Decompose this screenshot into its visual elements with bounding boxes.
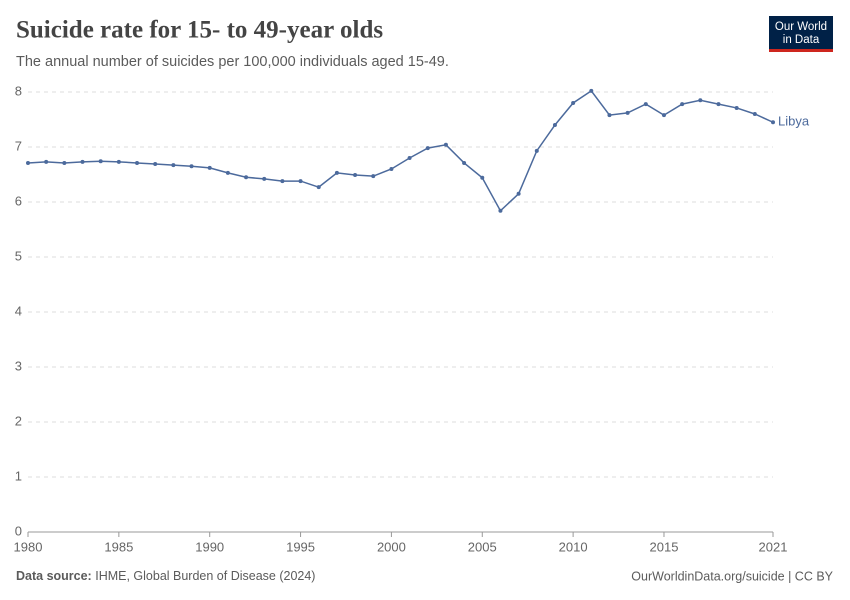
data-point [462,160,467,165]
data-point [407,156,412,160]
data-point [135,160,140,165]
data-point [734,105,739,110]
data-point [26,160,30,165]
data-point [552,123,557,127]
y-tick-label: 7 [15,138,22,153]
logo-text: Our World [775,21,827,33]
data-point [98,159,103,164]
logo[interactable]: Our World in Data [769,16,833,52]
data-point [480,175,485,180]
data-point [716,102,721,107]
x-tick-label: 1995 [286,539,315,554]
data-point [189,164,194,169]
data-point [316,185,321,190]
y-tick-label: 1 [15,468,22,483]
data-point [625,110,630,115]
data-point [244,175,249,180]
y-tick-label: 6 [15,193,22,208]
data-point [752,112,757,116]
data-point [280,179,285,184]
data-point [607,113,612,118]
data-point [389,167,394,171]
data-point [534,148,539,153]
data-point [262,176,267,181]
data-point [643,102,648,107]
y-tick-label: 5 [15,248,22,263]
data-point [298,179,303,184]
data-point [334,170,339,175]
x-tick-label: 1990 [195,539,224,554]
source-text: IHME, Global Burden of Disease (2024) [95,569,315,583]
data-point [353,173,358,178]
data-point [44,159,49,164]
data-point [680,102,685,107]
data-point [62,160,67,165]
x-tick-label: 2005 [468,539,497,554]
x-tick-label: 2021 [759,539,788,554]
data-point [698,98,703,103]
y-tick-label: 3 [15,358,22,373]
credit[interactable]: OurWorldinData.org/suicide | CC BY [631,569,833,583]
data-point [571,101,576,105]
logo-box [769,16,833,52]
data-point [153,162,158,167]
logo-bar [769,49,833,52]
y-tick-label: 8 [15,83,22,98]
data-point [116,159,121,164]
y-tick-label: 0 [15,523,22,538]
data-point [425,146,430,151]
source-label: Data source: [16,569,92,583]
source: Data source: IHME, Global Burden of Dise… [16,569,315,583]
y-tick-label: 4 [15,303,22,318]
x-tick-label: 2010 [559,539,588,554]
data-point [516,191,521,196]
x-tick-label: 2015 [650,539,679,554]
data-point [661,113,666,118]
series-line [27,89,774,213]
data-point [498,208,503,213]
x-tick-label: 1980 [14,539,43,554]
data-point [207,165,212,170]
chart-title: Suicide rate for 15- to 49-year olds [16,17,383,44]
y-tick-label: 2 [15,413,22,428]
data-point [589,88,594,93]
data-point [771,120,775,125]
data-point [371,174,376,179]
x-tick-label: 2000 [377,539,406,554]
chart-subtitle: The annual number of suicides per 100,00… [16,54,449,70]
data-point [443,142,448,147]
data-point [171,163,176,168]
x-tick-label: 1985 [104,539,133,554]
data-point [225,170,230,175]
data-point [80,159,85,164]
logo-text: in Data [783,34,820,46]
series-label: Libya [778,114,810,129]
